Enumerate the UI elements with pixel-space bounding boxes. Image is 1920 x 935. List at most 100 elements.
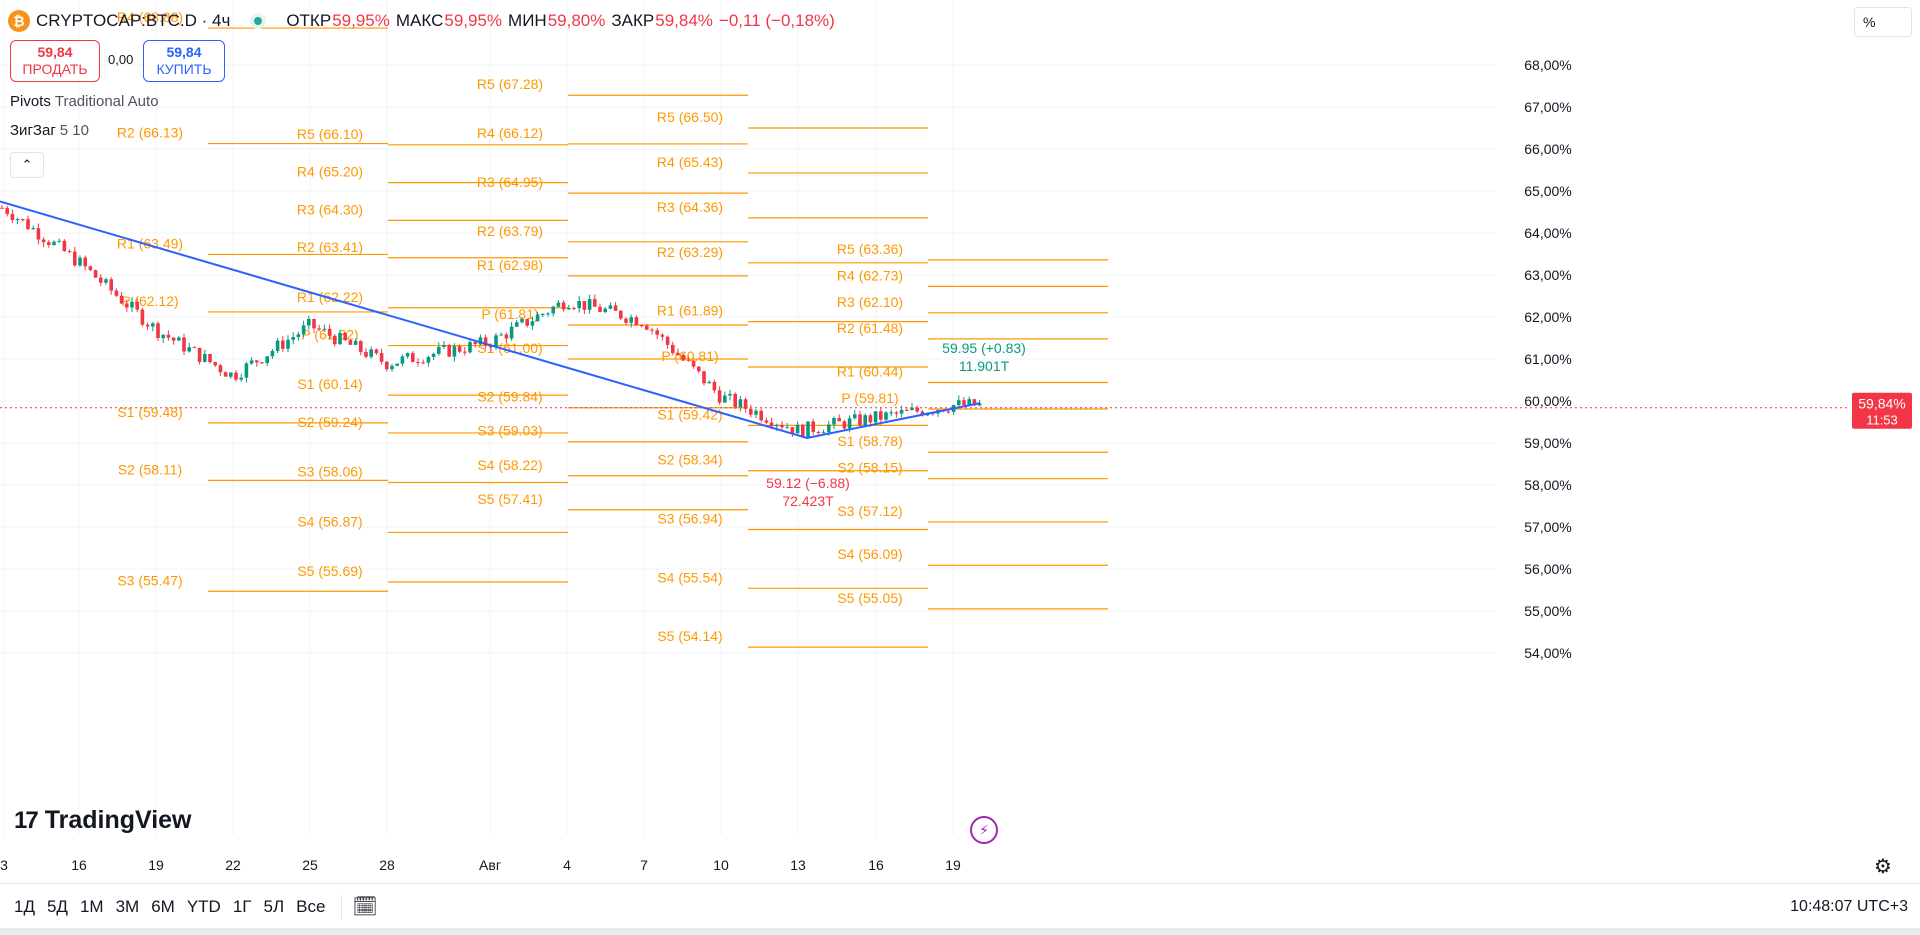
range-1y-button[interactable]: 1Г (232, 896, 252, 916)
gear-icon[interactable]: ⚙ (1874, 856, 1892, 878)
range-ytd-button[interactable]: YTD (186, 896, 221, 916)
y-tick-label: 60,00% (1524, 393, 1571, 409)
price-chart[interactable]: R4 (68.88) R2 (66.13) R1 (63.49) P (62.12) S… (0, 0, 1920, 883)
zigzag-low-label: 59.12 (−6.88) (766, 475, 850, 491)
pivot-level-label: S4 (56.09) (837, 546, 902, 562)
candle (130, 297, 134, 312)
candle (301, 320, 306, 337)
range-1d-button[interactable]: 1Д (14, 896, 35, 916)
pivot-level-label: R1 (63.49) (117, 235, 183, 251)
x-tick-label: 22 (225, 857, 241, 873)
collapse-indicators-button[interactable]: ⌃ (10, 152, 44, 178)
candle (192, 346, 197, 349)
y-tick-label: 64,00% (1524, 225, 1571, 241)
y-tick-label: 67,00% (1524, 99, 1571, 115)
candle (125, 299, 129, 312)
candle (483, 334, 488, 349)
range-1m-button[interactable]: 1М (79, 896, 104, 916)
y-tick-label: 66,00% (1524, 141, 1571, 157)
candle (333, 333, 337, 347)
range-3m-button[interactable]: 3М (115, 896, 140, 916)
pivot-level-label: P (59.81) (841, 390, 898, 406)
candle (598, 303, 602, 313)
pivot-level-label: S1 (61.00) (477, 340, 542, 356)
candle (114, 288, 119, 298)
candle (73, 246, 77, 267)
pivot-level-label: S3 (58.06) (297, 463, 362, 479)
buy-price: 59,84 (166, 44, 202, 60)
candle (842, 419, 847, 431)
y-tick-label: 57,00% (1524, 519, 1571, 535)
candle (660, 332, 665, 341)
candle (88, 265, 93, 272)
candle (62, 239, 67, 252)
range-5d-button[interactable]: 5Д (46, 896, 68, 916)
ohlc-high-label: МАКС (395, 11, 444, 30)
pivot-level-label: R5 (66.50) (657, 109, 723, 125)
candle (821, 429, 826, 434)
pivot-level-label: R3 (64.30) (297, 201, 363, 217)
candle (546, 312, 550, 317)
candle (790, 427, 795, 438)
candle (0, 204, 4, 209)
indicator-zigzag[interactable]: ЗигЗаг 5 10 (10, 122, 89, 139)
candle (650, 328, 654, 335)
candle (78, 255, 82, 267)
market-status-icon[interactable] (250, 13, 267, 29)
pivot-level-label: R2 (66.13) (117, 125, 183, 141)
bolt-icon[interactable]: ⚡ (970, 816, 998, 844)
sell-button[interactable]: 59,84 ПРОДАТЬ (10, 40, 100, 82)
candle (151, 321, 155, 332)
range-6m-button[interactable]: 6М (151, 896, 175, 916)
pivot-level-label: R2 (61.48) (837, 320, 903, 336)
buy-button[interactable]: 59,84 КУПИТЬ (143, 40, 225, 82)
pivot-levels: R4 (68.88) R2 (66.13) R1 (63.49) P (62.12) S… (117, 9, 1108, 648)
candle (286, 335, 290, 353)
candle (426, 355, 431, 367)
candle (416, 358, 420, 367)
pivot-level-label: P (61.81) (481, 306, 538, 322)
pivot-level-label: R2 (63.79) (477, 223, 543, 239)
candle (520, 317, 524, 324)
pivot-level-label: R3 (62.10) (837, 294, 903, 310)
zigzag-high-volume: 11.901T (959, 358, 1010, 374)
candle (780, 421, 784, 431)
pivot-period: R5 (67.28) R4 (66.12) R3 (64.95) R2 (63.79)… (477, 76, 748, 511)
clock[interactable]: 10:48:07 UTC+3 (1790, 898, 1908, 915)
candle (379, 348, 384, 365)
bottom-toolbar: 1Д 5Д 1М 3М 6М YTD 1Г 5Л Все 🗓 10:48:07 … (0, 883, 1920, 929)
candle (681, 353, 685, 361)
candle (31, 225, 35, 231)
scale-unit-box[interactable]: % (1854, 7, 1912, 37)
candle (369, 346, 373, 359)
candle (275, 337, 280, 354)
tradingview-logo[interactable]: 17 TradingView (14, 806, 192, 835)
indicator-name: ЗигЗаг (10, 122, 56, 139)
calendar-range-icon[interactable]: 🗓 (352, 896, 378, 918)
range-5y-button[interactable]: 5Л (263, 896, 285, 916)
indicator-pivots[interactable]: Pivots Traditional Auto (10, 93, 159, 110)
candle (671, 341, 675, 356)
candle (717, 386, 722, 405)
buy-label: КУПИТЬ (156, 61, 212, 77)
pivot-level-label: S5 (54.14) (657, 628, 722, 644)
candle (431, 352, 436, 361)
candle (359, 340, 363, 356)
ohlc-close-value: 59,84% (655, 11, 713, 30)
current-price-value: 59,84% (1858, 396, 1905, 412)
candle (338, 329, 342, 345)
x-tick-label: 3 (0, 857, 8, 873)
candle (738, 395, 743, 412)
candle (99, 274, 103, 286)
candle (910, 402, 914, 411)
symbol-title[interactable]: CRYPTOCAP:BTC.D · 4ч (36, 11, 231, 30)
pivot-level-label: R4 (65.20) (297, 164, 363, 180)
candle (608, 302, 613, 310)
pivot-level-label: S4 (55.54) (657, 569, 722, 585)
candle (806, 421, 810, 437)
candle (385, 360, 389, 372)
pivot-level-label: R1 (60.44) (837, 364, 903, 380)
pivot-level-label: S4 (56.87) (297, 513, 362, 529)
range-all-button[interactable]: Все (296, 896, 326, 916)
candle (567, 304, 571, 310)
